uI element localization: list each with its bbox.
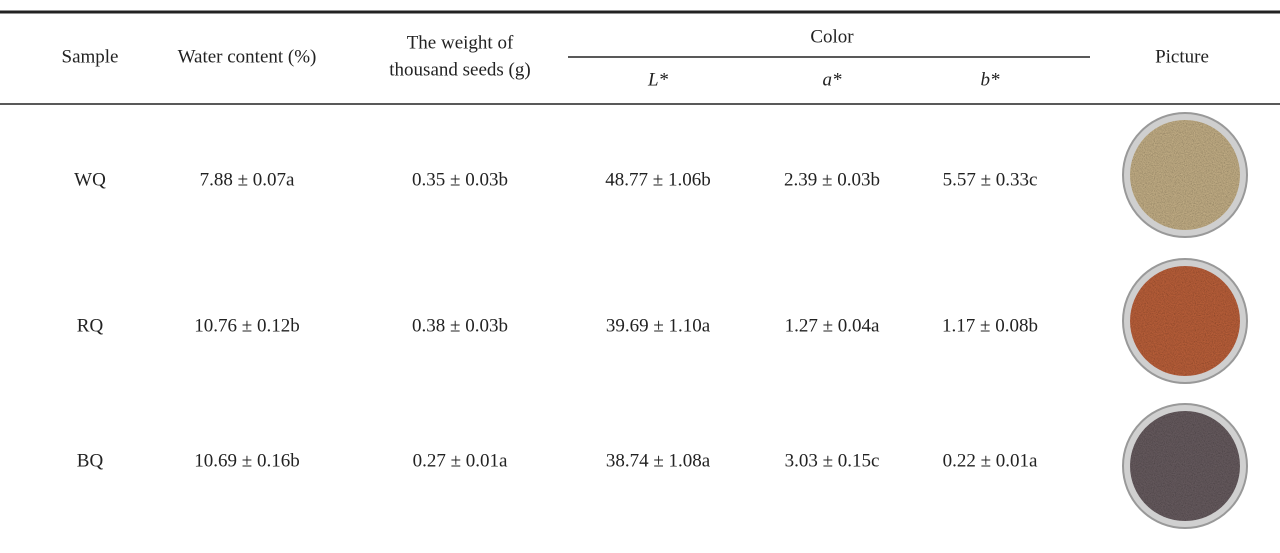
- table-cell: 1.17 ± 0.08b: [942, 315, 1038, 336]
- header-cell: L*: [647, 69, 669, 90]
- table-cell: 7.88 ± 0.07a: [200, 169, 295, 190]
- header-cell: Picture: [1155, 46, 1209, 67]
- table-cell: 0.38 ± 0.03b: [412, 315, 508, 336]
- header-cell: thousand seeds (g): [389, 59, 530, 80]
- table-cell: 10.69 ± 0.16b: [194, 450, 299, 471]
- table-cell: BQ: [77, 450, 104, 471]
- header-cell: b*: [981, 69, 1001, 90]
- table-cell: 48.77 ± 1.06b: [605, 169, 710, 190]
- table-cell: 0.35 ± 0.03b: [412, 169, 508, 190]
- dish: [1123, 259, 1247, 383]
- table-cell: 0.22 ± 0.01a: [943, 450, 1038, 471]
- table-cell: 5.57 ± 0.33c: [943, 169, 1038, 190]
- header-cell: Color: [810, 26, 854, 47]
- table-cell: 10.76 ± 0.12b: [194, 315, 299, 336]
- header-cell: The weight of: [407, 32, 514, 53]
- dish: [1123, 113, 1247, 237]
- header-cell: Water content (%): [178, 46, 317, 67]
- table-cell: 3.03 ± 0.15c: [785, 450, 880, 471]
- header-cell: a*: [823, 69, 843, 90]
- table-cell: 1.27 ± 0.04a: [785, 315, 880, 336]
- dish: [1123, 404, 1247, 528]
- header-cell: Sample: [62, 46, 119, 67]
- table-cell: 39.69 ± 1.10a: [606, 315, 711, 336]
- table-cell: WQ: [74, 169, 106, 190]
- table-cell: 38.74 ± 1.08a: [606, 450, 711, 471]
- table-cell: 2.39 ± 0.03b: [784, 169, 880, 190]
- table-cell: RQ: [77, 315, 104, 336]
- table: Sample Water content (%) The weight of t…: [0, 0, 1280, 553]
- table-cell: 0.27 ± 0.01a: [413, 450, 508, 471]
